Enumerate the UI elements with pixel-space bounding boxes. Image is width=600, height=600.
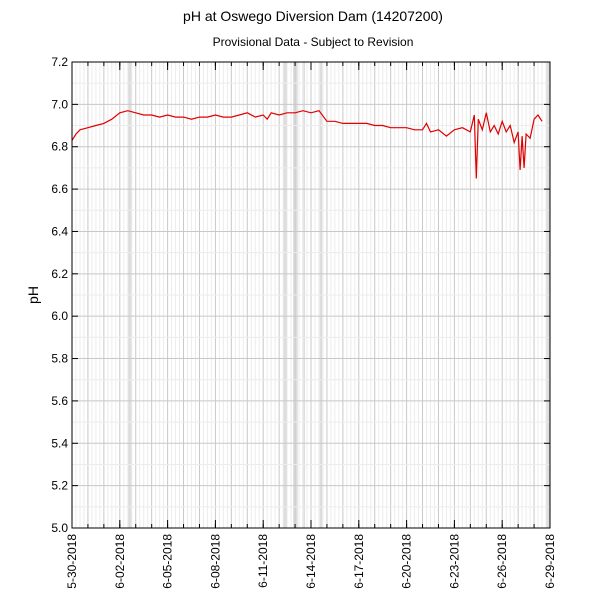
- chart-title: pH at Oswego Diversion Dam (14207200): [183, 8, 443, 24]
- y-tick-label: 7.0: [51, 97, 68, 111]
- x-tick-label: 6-14-2018: [304, 534, 318, 589]
- y-tick-label: 5.8: [51, 352, 68, 366]
- x-tick-label: 6-11-2018: [256, 534, 270, 588]
- x-tick-label: 5-30-2018: [65, 534, 79, 589]
- x-tick-label: 6-29-2018: [543, 534, 557, 589]
- x-tick-label: 6-05-2018: [161, 534, 175, 589]
- x-tick-label: 6-17-2018: [352, 534, 366, 589]
- series-layer: [71, 110, 543, 179]
- x-tick-label: 6-20-2018: [400, 534, 414, 589]
- chart-subtitle: Provisional Data - Subject to Revision: [213, 35, 414, 49]
- y-tick-label: 6.8: [51, 140, 68, 154]
- x-tick-label: 6-02-2018: [113, 534, 127, 589]
- y-tick-label: 5.6: [51, 394, 68, 408]
- y-tick-label: 6.6: [51, 182, 68, 196]
- y-axis-label: pH: [25, 286, 41, 304]
- x-tick-label: 6-23-2018: [447, 534, 461, 589]
- tick-layer: 5.0 5.2 5.4 5.6 5.8 6.0 6.2 6.4 6.6 6.8 7.0 7.2 5-30…: [51, 55, 557, 589]
- x-tick-label: 6-26-2018: [495, 534, 509, 589]
- y-tick-label: 5.4: [51, 436, 68, 450]
- y-tick-label: 6.2: [51, 267, 68, 281]
- y-tick-label: 6.4: [51, 224, 68, 238]
- y-tick-label: 5.2: [51, 479, 68, 493]
- y-tick-label: 6.0: [51, 309, 68, 323]
- series-line: [71, 110, 543, 179]
- y-tick-label: 7.2: [51, 55, 68, 69]
- x-tick-label: 6-08-2018: [208, 534, 222, 589]
- y-tick-label: 5.0: [51, 521, 68, 535]
